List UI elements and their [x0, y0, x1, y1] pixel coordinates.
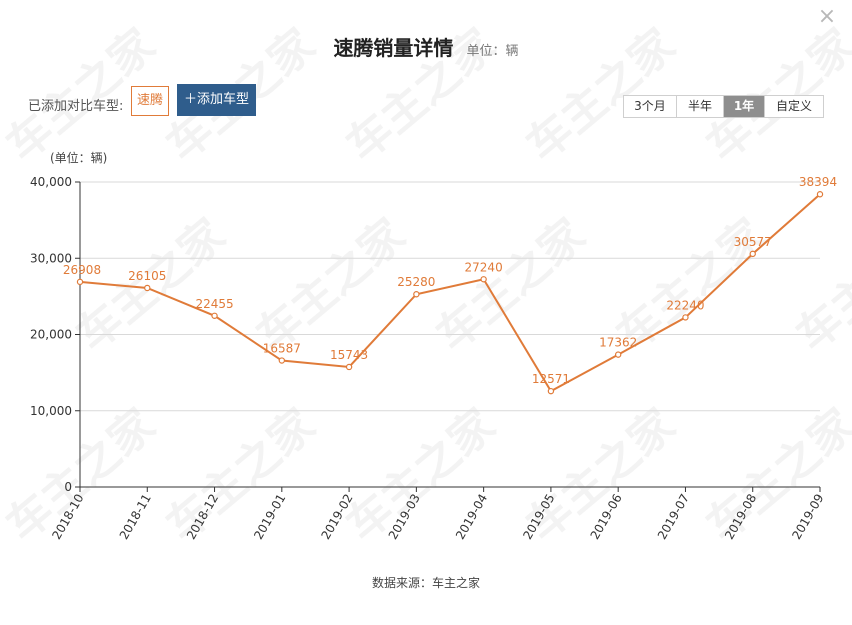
- page-title: 速腾销量详情: [333, 36, 454, 60]
- data-source: 数据来源：车主之家: [371, 576, 480, 590]
- data-point: [211, 312, 218, 319]
- data-point: [547, 387, 555, 395]
- x-tick-label: 2019-02: [318, 492, 355, 542]
- data-label: 15743: [330, 348, 368, 362]
- y-axis-label: (单位：辆): [50, 150, 107, 165]
- data-label: 25280: [397, 275, 435, 289]
- x-tick-label: 2019-03: [386, 492, 423, 542]
- data-label: 26105: [128, 269, 166, 283]
- x-tick-label: 2019-01: [251, 492, 288, 542]
- data-label: 27240: [465, 260, 503, 274]
- data-label: 12571: [532, 372, 570, 386]
- data-point: [144, 284, 151, 292]
- data-label: 26908: [63, 263, 101, 277]
- model-tag-suteng[interactable]: 速腾: [131, 86, 169, 116]
- data-label: 38394: [799, 175, 837, 189]
- data-point: [614, 351, 622, 358]
- x-tick-label: 2018-12: [184, 492, 221, 542]
- x-tick-label: 2019-07: [655, 492, 692, 542]
- data-label: 22240: [666, 298, 704, 312]
- x-tick-label: 2018-10: [49, 492, 86, 542]
- data-point: [413, 291, 420, 298]
- x-tick-label: 2019-05: [520, 492, 557, 542]
- add-model-button[interactable]: ＋添加车型: [177, 84, 256, 116]
- y-tick-label: 10,000: [30, 404, 72, 418]
- x-tick-label: 2019-06: [588, 492, 625, 542]
- range-1-year[interactable]: 1年: [723, 96, 764, 117]
- y-tick-label: 20,000: [30, 328, 72, 342]
- x-tick-label: 2019-04: [453, 492, 490, 542]
- data-point: [76, 278, 84, 286]
- data-label: 16587: [263, 342, 301, 356]
- time-range-selector: 3个月 半年 1年 自定义: [623, 95, 824, 118]
- y-tick-label: 30,000: [30, 251, 72, 265]
- data-point: [749, 250, 756, 258]
- data-label: 30577: [734, 235, 772, 249]
- data-point: [278, 357, 286, 364]
- series-line: [79, 193, 821, 393]
- data-point: [682, 314, 689, 321]
- range-custom[interactable]: 自定义: [764, 96, 823, 117]
- unit-label: 单位：辆: [466, 44, 519, 59]
- close-icon[interactable]: ×: [817, 4, 837, 29]
- data-point: [480, 276, 487, 283]
- range-half-year[interactable]: 半年: [676, 96, 723, 117]
- x-tick-label: 2018-11: [117, 492, 154, 542]
- compare-label: 已添加对比车型:: [28, 99, 124, 114]
- data-label: 22455: [195, 297, 233, 311]
- y-tick-label: 40,000: [30, 175, 72, 189]
- data-label: 17362: [599, 336, 637, 350]
- title-row: 速腾销量详情 单位：辆: [0, 32, 852, 61]
- range-3-months[interactable]: 3个月: [624, 96, 676, 117]
- data-point: [345, 363, 353, 371]
- x-tick-label: 2019-08: [722, 492, 759, 542]
- y-tick-label: 0: [64, 480, 72, 494]
- x-tick-label: 2019-09: [789, 492, 826, 542]
- data-point: [816, 191, 824, 198]
